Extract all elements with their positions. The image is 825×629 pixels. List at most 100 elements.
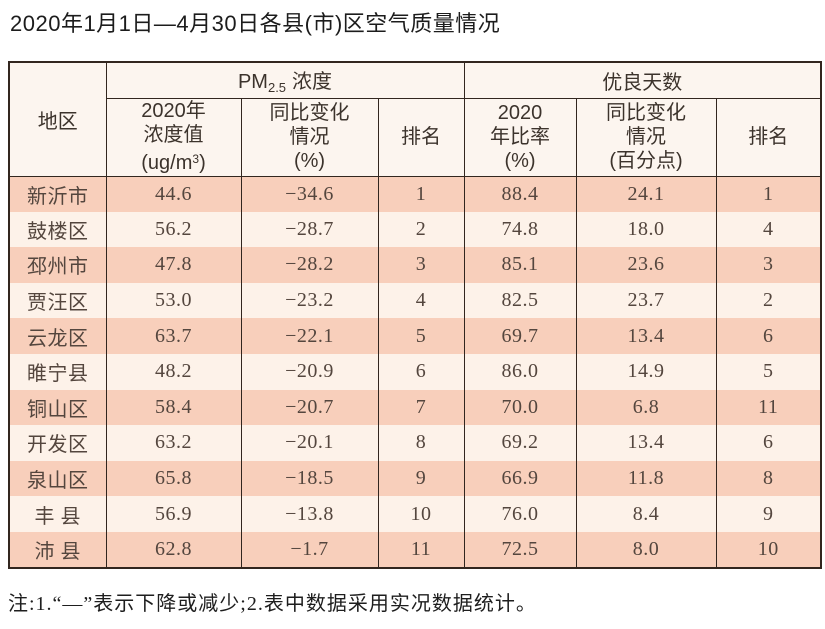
pm-change-header-line2: 情况 bbox=[289, 126, 330, 148]
pm-change-cell: −28.7 bbox=[240, 211, 379, 248]
table-header: 地区 PM2.5 浓度 优良天数 2020年 浓度值 (ug/m3) 同比变化 情… bbox=[8, 62, 822, 177]
page: 2020年1月1日—4月30日各县(市)区空气质量情况 地区 PM2.5 浓度 优… bbox=[0, 9, 825, 616]
region-cell: 沛 县 bbox=[8, 531, 107, 568]
page-title: 2020年1月1日—4月30日各县(市)区空气质量情况 bbox=[10, 11, 501, 36]
pm25-label-suffix: 浓度 bbox=[292, 71, 333, 94]
footnote: 注:1.“—”表示下降或减少;2.表中数据采用实况数据统计。 bbox=[8, 592, 537, 615]
pm-change-cell: −23.2 bbox=[240, 282, 379, 319]
days-rate-cell: 88.4 bbox=[463, 176, 577, 212]
column-group-good-days: 优良天数 bbox=[463, 62, 822, 99]
table-row: 沛 县 62.8 −1.7 11 72.5 8.0 10 bbox=[8, 531, 822, 568]
pm-change-header-line1: 同比变化 bbox=[269, 102, 350, 124]
column-header-pm-value: 2020年 浓度值 (ug/m3) bbox=[105, 98, 242, 177]
pm-rank-cell: 10 bbox=[377, 496, 465, 532]
table-row: 睢宁县 48.2 −20.9 6 86.0 14.9 5 bbox=[8, 353, 822, 390]
days-rate-cell: 74.8 bbox=[463, 211, 577, 248]
pm-rank-cell: 1 bbox=[377, 176, 465, 212]
header-sub-row: 2020年 浓度值 (ug/m3) 同比变化 情况 (%) 排名 2020 年比… bbox=[9, 98, 822, 177]
days-rank-cell: 6 bbox=[715, 318, 822, 354]
pm-value-cell: 63.7 bbox=[105, 318, 242, 354]
pm-change-cell: −34.6 bbox=[240, 176, 379, 212]
pm-rank-cell: 8 bbox=[377, 425, 465, 461]
days-rank-cell: 4 bbox=[715, 211, 822, 248]
table-row: 邳州市 47.8 −28.2 3 85.1 23.6 3 bbox=[8, 247, 822, 283]
days-rank-cell: 3 bbox=[715, 247, 822, 283]
pm-change-cell: −13.8 bbox=[240, 496, 379, 532]
pm25-label-subscript: 2.5 bbox=[267, 80, 287, 96]
pm-value-cell: 63.2 bbox=[105, 425, 242, 461]
column-header-days-rank: 排名 bbox=[715, 98, 822, 177]
pm-value-header-unit-post: ) bbox=[199, 152, 206, 174]
days-rate-cell: 86.0 bbox=[463, 353, 577, 390]
days-rate-cell: 70.0 bbox=[463, 389, 577, 426]
pm-rank-cell: 2 bbox=[377, 211, 465, 248]
region-cell: 泉山区 bbox=[8, 460, 107, 497]
pm-value-header-unit-sup: 3 bbox=[192, 152, 200, 166]
region-cell: 开发区 bbox=[8, 425, 107, 461]
column-header-days-rate: 2020 年比率 (%) bbox=[463, 98, 577, 177]
days-change-header-unit: (百分点) bbox=[609, 150, 683, 172]
days-rank-cell: 6 bbox=[715, 425, 822, 461]
days-rank-cell: 11 bbox=[715, 389, 822, 426]
column-header-region: 地区 bbox=[8, 62, 107, 177]
region-cell: 邳州市 bbox=[8, 247, 107, 283]
pm-value-cell: 48.2 bbox=[105, 353, 242, 390]
days-rate-cell: 69.7 bbox=[463, 318, 577, 354]
table-row: 丰 县 56.9 −13.8 10 76.0 8.4 9 bbox=[8, 496, 822, 532]
days-change-cell: 8.0 bbox=[575, 531, 717, 568]
table-row: 开发区 63.2 −20.1 8 69.2 13.4 6 bbox=[8, 425, 822, 461]
pm-rank-cell: 11 bbox=[377, 531, 465, 568]
region-cell: 睢宁县 bbox=[8, 353, 107, 390]
table-row: 铜山区 58.4 −20.7 7 70.0 6.8 11 bbox=[8, 389, 822, 426]
column-header-pm-change: 同比变化 情况 (%) bbox=[240, 98, 379, 177]
table-row: 云龙区 63.7 −22.1 5 69.7 13.4 6 bbox=[8, 318, 822, 354]
pm-value-cell: 53.0 bbox=[105, 282, 242, 319]
days-change-cell: 11.8 bbox=[575, 460, 717, 497]
days-rank-cell: 10 bbox=[715, 531, 822, 568]
days-rate-cell: 85.1 bbox=[463, 247, 577, 283]
days-rank-cell: 8 bbox=[715, 460, 822, 497]
pm-change-cell: −28.2 bbox=[240, 247, 379, 283]
table-row: 新沂市 44.6 −34.6 1 88.4 24.1 1 bbox=[8, 176, 822, 212]
days-change-header-line2: 情况 bbox=[626, 126, 667, 148]
pm-rank-cell: 4 bbox=[377, 282, 465, 319]
pm-value-cell: 62.8 bbox=[105, 531, 242, 568]
region-cell: 鼓楼区 bbox=[8, 211, 107, 248]
days-change-cell: 23.6 bbox=[575, 247, 717, 283]
column-group-pm25: PM2.5 浓度 bbox=[105, 62, 465, 99]
days-rate-header-unit: (%) bbox=[504, 150, 536, 172]
table-body: 新沂市 44.6 −34.6 1 88.4 24.1 1 鼓楼区 56.2 −2… bbox=[8, 176, 822, 568]
region-cell: 铜山区 bbox=[8, 389, 107, 426]
days-rank-cell: 2 bbox=[715, 282, 822, 319]
days-change-cell: 6.8 bbox=[575, 389, 717, 426]
pm-value-header-line1: 2020年 bbox=[141, 100, 206, 122]
pm-change-cell: −1.7 bbox=[240, 531, 379, 568]
pm-value-cell: 47.8 bbox=[105, 247, 242, 283]
header-group-row: 地区 PM2.5 浓度 优良天数 bbox=[8, 62, 822, 177]
pm-rank-cell: 6 bbox=[377, 353, 465, 390]
pm-rank-cell: 5 bbox=[377, 318, 465, 354]
pm-change-cell: −20.7 bbox=[240, 389, 379, 426]
days-rate-cell: 69.2 bbox=[463, 425, 577, 461]
days-rate-cell: 66.9 bbox=[463, 460, 577, 497]
pm-value-cell: 44.6 bbox=[105, 176, 242, 212]
pm-rank-cell: 7 bbox=[377, 389, 465, 426]
pm25-label-prefix: PM bbox=[237, 71, 268, 94]
pm-change-cell: −20.9 bbox=[240, 353, 379, 390]
days-change-cell: 8.4 bbox=[575, 496, 717, 532]
region-cell: 丰 县 bbox=[8, 496, 107, 532]
pm-change-cell: −20.1 bbox=[240, 425, 379, 461]
pm-change-cell: −22.1 bbox=[240, 318, 379, 354]
days-change-header-line1: 同比变化 bbox=[606, 102, 687, 124]
pm-value-header-unit-pre: (ug/m bbox=[141, 152, 193, 174]
air-quality-table: 地区 PM2.5 浓度 优良天数 2020年 浓度值 (ug/m3) 同比变化 情… bbox=[8, 61, 823, 569]
region-cell: 新沂市 bbox=[8, 176, 107, 212]
pm-change-cell: −18.5 bbox=[240, 460, 379, 497]
days-rate-cell: 72.5 bbox=[463, 531, 577, 568]
pm-value-cell: 58.4 bbox=[105, 389, 242, 426]
pm-value-cell: 56.9 bbox=[105, 496, 242, 532]
days-rank-cell: 5 bbox=[715, 353, 822, 390]
column-header-days-change: 同比变化 情况 (百分点) bbox=[575, 98, 717, 177]
pm-value-cell: 56.2 bbox=[105, 211, 242, 248]
pm-rank-cell: 3 bbox=[377, 247, 465, 283]
